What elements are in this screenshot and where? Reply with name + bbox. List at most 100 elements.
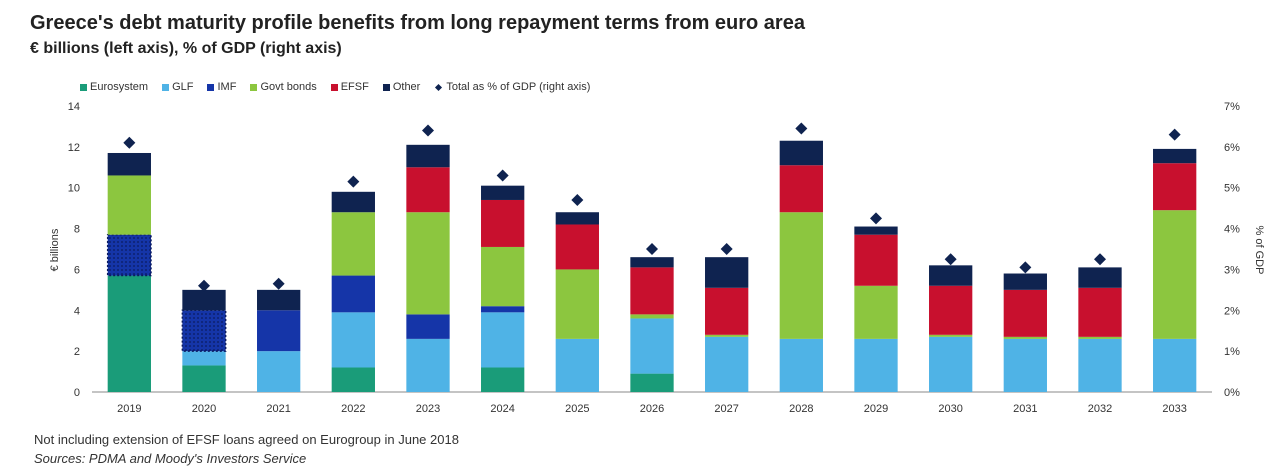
chart-legend: Eurosystem GLF IMF Govt bonds EFSF Other Total… bbox=[80, 81, 590, 93]
bar-glf-2021 bbox=[257, 351, 301, 392]
bar-imf-2022 bbox=[331, 275, 375, 313]
bar-other-2025 bbox=[555, 212, 599, 225]
bar-efsf-2026 bbox=[630, 267, 674, 315]
y-right-tick-label: 2% bbox=[1224, 305, 1240, 317]
x-tick-label: 2022 bbox=[341, 403, 365, 415]
bar-glf-2022 bbox=[331, 312, 375, 368]
bar-other-2022 bbox=[331, 191, 375, 213]
chart-title: Greece's debt maturity profile benefits … bbox=[30, 12, 805, 34]
bar-govt-bonds-2019 bbox=[107, 175, 151, 235]
legend-swatch bbox=[162, 83, 170, 91]
bar-govt-bonds-2023 bbox=[406, 212, 450, 315]
x-tick-label: 2032 bbox=[1088, 403, 1112, 415]
x-tick-label: 2021 bbox=[266, 403, 290, 415]
bar-efsf-2031 bbox=[1003, 289, 1047, 337]
y-left-tick-label: 10 bbox=[68, 183, 80, 195]
bar-other-2032 bbox=[1078, 267, 1122, 288]
legend-item-other: Other bbox=[382, 81, 421, 93]
x-tick-label: 2028 bbox=[789, 403, 813, 415]
bar-glf-2020 bbox=[182, 351, 226, 366]
y-left-tick-label: 2 bbox=[74, 346, 80, 358]
x-tick-label: 2030 bbox=[938, 403, 962, 415]
bar-govt-bonds-2032 bbox=[1078, 336, 1122, 339]
bar-glf-2029 bbox=[854, 338, 898, 392]
gdp-pct-marker-2026 bbox=[646, 243, 658, 255]
y-left-tick-label: 14 bbox=[68, 101, 80, 113]
bar-efsf-2032 bbox=[1078, 287, 1122, 337]
bar-efsf-2028 bbox=[779, 165, 823, 213]
x-tick-label: 2033 bbox=[1162, 403, 1186, 415]
legend-label: IMF bbox=[217, 81, 237, 93]
y-left-tick-label: 4 bbox=[74, 305, 80, 317]
bar-efsf-2023 bbox=[406, 167, 450, 213]
bar-other-2021 bbox=[257, 289, 301, 311]
bar-imf-2019 bbox=[107, 234, 151, 276]
y-right-tick-label: 5% bbox=[1224, 183, 1240, 195]
x-tick-label: 2020 bbox=[192, 403, 216, 415]
y-right-tick-label: 6% bbox=[1224, 142, 1240, 154]
bar-glf-2031 bbox=[1003, 338, 1047, 392]
x-tick-label: 2019 bbox=[117, 403, 141, 415]
gdp-pct-marker-2024 bbox=[496, 169, 509, 182]
bar-imf-2021 bbox=[257, 310, 301, 352]
bar-eurosystem-2024 bbox=[481, 367, 525, 392]
bar-eurosystem-2019 bbox=[107, 275, 151, 392]
bar-govt-bonds-2027 bbox=[705, 334, 749, 337]
gdp-pct-marker-2019 bbox=[123, 136, 136, 149]
y-right-tick-label: 0% bbox=[1224, 387, 1240, 399]
bar-other-2024 bbox=[481, 185, 525, 200]
bar-other-2027 bbox=[705, 257, 749, 288]
gdp-pct-marker-2031 bbox=[1019, 261, 1032, 274]
gdp-pct-marker-2020 bbox=[198, 279, 210, 292]
legend-label: Other bbox=[392, 81, 421, 93]
bar-govt-bonds-2030 bbox=[929, 334, 973, 337]
x-tick-label: 2027 bbox=[714, 403, 738, 415]
sources-note: Sources: PDMA and Moody's Investors Serv… bbox=[34, 451, 307, 466]
bar-glf-2027 bbox=[705, 336, 749, 392]
bar-imf-2024 bbox=[481, 306, 525, 313]
bar-glf-2032 bbox=[1078, 338, 1122, 392]
gdp-pct-marker-2028 bbox=[795, 122, 808, 135]
bar-govt-bonds-2022 bbox=[331, 212, 375, 276]
bar-govt-bonds-2031 bbox=[1003, 336, 1047, 339]
y-right-axis-title: % of GDP bbox=[1253, 226, 1265, 275]
x-tick-label: 2031 bbox=[1013, 403, 1037, 415]
footnote: Not including extension of EFSF loans ag… bbox=[34, 432, 459, 447]
y-right-tick-label: 1% bbox=[1224, 346, 1240, 358]
bar-govt-bonds-2028 bbox=[779, 212, 823, 339]
bar-glf-2033 bbox=[1153, 338, 1197, 392]
bar-other-2020 bbox=[182, 289, 226, 311]
legend-swatch bbox=[207, 83, 215, 91]
bar-imf-2020 bbox=[182, 310, 226, 352]
bar-eurosystem-2020 bbox=[182, 365, 226, 392]
legend-label: Govt bonds bbox=[260, 81, 317, 93]
bar-glf-2030 bbox=[929, 336, 973, 392]
bar-other-2026 bbox=[630, 257, 674, 268]
legend-swatch bbox=[382, 83, 390, 91]
legend-label: GLF bbox=[172, 81, 194, 93]
bar-glf-2026 bbox=[630, 318, 674, 374]
y-left-tick-label: 0 bbox=[74, 387, 80, 399]
bar-other-2028 bbox=[779, 140, 823, 166]
bar-other-2019 bbox=[107, 152, 151, 176]
x-tick-label: 2024 bbox=[490, 403, 514, 415]
y-left-tick-label: 12 bbox=[68, 142, 80, 154]
legend-item-imf: IMF bbox=[207, 81, 236, 93]
y-right-tick-label: 3% bbox=[1224, 264, 1240, 276]
bar-imf-2023 bbox=[406, 314, 450, 339]
bar-other-2023 bbox=[406, 144, 450, 168]
legend-label: EFSF bbox=[340, 81, 369, 93]
gdp-pct-marker-2032 bbox=[1094, 253, 1106, 266]
gdp-pct-marker-2030 bbox=[944, 253, 957, 266]
y-right-tick-label: 4% bbox=[1224, 224, 1240, 236]
bar-glf-2024 bbox=[481, 312, 525, 368]
y-left-tick-label: 6 bbox=[74, 264, 80, 276]
x-tick-label: 2023 bbox=[416, 403, 440, 415]
legend-label: Total as % of GDP (right axis) bbox=[446, 81, 591, 93]
gdp-pct-marker-2033 bbox=[1168, 128, 1181, 141]
legend-swatch bbox=[330, 83, 338, 91]
legend-label: Eurosystem bbox=[90, 81, 149, 93]
legend-item-glf: GLF bbox=[162, 81, 193, 93]
legend-item-eurosystem: Eurosystem bbox=[80, 81, 148, 93]
